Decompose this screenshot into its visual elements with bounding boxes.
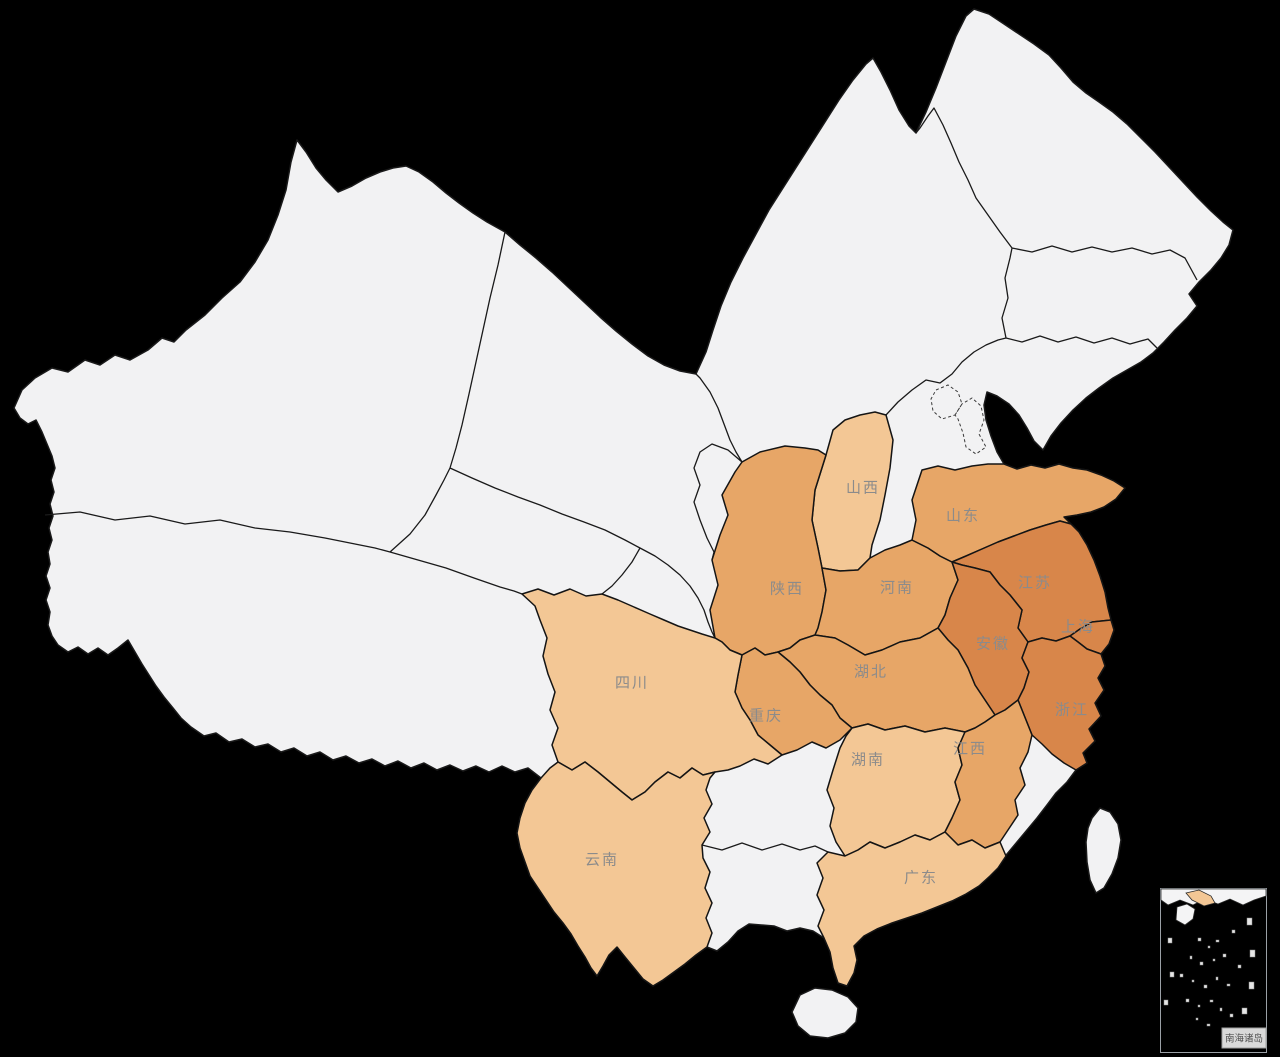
inset-islands (1163, 917, 1256, 1027)
inset-frame (1160, 888, 1267, 1053)
province-guangdong[interactable] (816, 831, 1007, 987)
province-label-henan: 河南 (880, 580, 914, 597)
province-label-shaanxi: 陕西 (770, 581, 804, 598)
province-label-zhejiang: 浙江 (1055, 702, 1089, 719)
inset-label: 南海诸岛 (1225, 1033, 1263, 1045)
province-label-jiangsu: 江苏 (1018, 575, 1052, 592)
province-label-anhui: 安徽 (976, 636, 1010, 653)
province-label-shandong: 山东 (946, 508, 980, 525)
inset-label-box (1221, 1027, 1267, 1049)
colored-provinces (516, 411, 1126, 987)
province-label-hubei: 湖北 (854, 664, 888, 681)
province-yunnan[interactable] (516, 761, 716, 987)
province-label-yunnan: 云南 (585, 852, 619, 869)
province-zhejiang[interactable] (1017, 635, 1106, 771)
region-hainan[interactable] (791, 987, 859, 1039)
province-label-sichuan: 四川 (615, 675, 649, 692)
province-label-jiangxi: 江西 (953, 741, 987, 758)
inset-guangdong-fragment (1185, 889, 1216, 907)
nodata-province-borders (44, 107, 1198, 853)
province-label-shanxi: 山西 (846, 480, 880, 497)
beijing-tianjin-dashed-borders (930, 384, 987, 455)
south-china-sea-inset: 南海诸岛 (1160, 888, 1267, 1053)
province-jiangxi[interactable] (944, 699, 1033, 849)
province-sichuan[interactable] (521, 588, 783, 801)
province-label-hunan: 湖南 (851, 752, 885, 769)
region-taiwan[interactable] (1085, 807, 1122, 894)
province-label-guangdong: 广东 (904, 870, 938, 887)
inset-hainan-island (1175, 903, 1196, 926)
province-label-chongqing: 重庆 (749, 708, 783, 725)
province-label-shanghai: 上海 (1061, 619, 1095, 636)
